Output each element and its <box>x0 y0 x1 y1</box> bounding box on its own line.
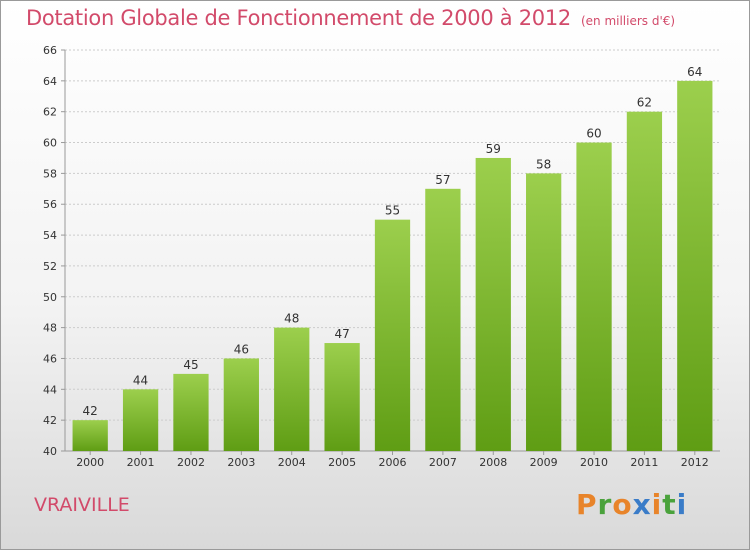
y-tick-label: 64 <box>43 75 57 88</box>
bar <box>324 343 360 451</box>
bar <box>475 157 511 451</box>
y-tick-label: 50 <box>43 291 57 304</box>
chart-title: Dotation Globale de Fonctionnement de 20… <box>26 6 675 30</box>
bar <box>223 358 259 451</box>
y-tick-label: 60 <box>43 137 57 150</box>
x-tick-label: 2008 <box>479 456 507 469</box>
y-tick-label: 58 <box>43 167 57 180</box>
bar-value-label: 59 <box>486 142 501 156</box>
proxiti-logo: Proxiti <box>576 488 687 521</box>
y-tick-label: 42 <box>43 414 57 427</box>
x-tick-label: 2009 <box>530 456 558 469</box>
bar <box>374 219 411 451</box>
bar <box>626 111 663 451</box>
y-tick-label: 48 <box>43 322 57 335</box>
bars <box>72 80 713 452</box>
x-tick-label: 2012 <box>681 456 709 469</box>
bar-value-label: 47 <box>334 327 349 341</box>
y-tick-label: 62 <box>43 106 57 119</box>
bar-value-label: 48 <box>284 312 299 326</box>
chart-unit: (en milliers d'€) <box>580 14 676 28</box>
bar-value-label: 60 <box>586 127 601 141</box>
bar <box>72 420 108 451</box>
logo-letter: P <box>576 488 598 521</box>
y-tick-label: 40 <box>43 445 57 458</box>
x-tick-label: 2003 <box>227 456 255 469</box>
y-tick-label: 44 <box>43 383 57 396</box>
bar-value-label: 42 <box>83 404 98 418</box>
x-tick-label: 2004 <box>278 456 306 469</box>
y-tick-label: 46 <box>43 352 57 365</box>
bar-value-label: 44 <box>133 373 148 387</box>
x-tick-label: 2006 <box>379 456 407 469</box>
bar <box>576 142 612 452</box>
bar <box>677 80 713 451</box>
logo-letter: i <box>676 488 688 521</box>
x-tick-label: 2001 <box>127 456 155 469</box>
logo-letter: i <box>651 488 663 521</box>
y-tick-label: 66 <box>43 44 57 57</box>
bar-value-label: 46 <box>234 342 249 356</box>
bar-value-label: 45 <box>183 358 198 372</box>
logo-letter: r <box>597 488 613 521</box>
bar <box>526 173 562 451</box>
x-tick-label: 2000 <box>76 456 104 469</box>
x-tick-label: 2011 <box>630 456 658 469</box>
x-tick-label: 2007 <box>429 456 457 469</box>
bar-value-label: 55 <box>385 204 400 218</box>
logo-letter: o <box>612 488 633 521</box>
bar <box>122 389 159 451</box>
bar-value-label: 58 <box>536 157 551 171</box>
bar <box>425 188 461 452</box>
bar <box>173 373 209 451</box>
x-tick-label: 2010 <box>580 456 608 469</box>
bar-value-label: 57 <box>435 173 450 187</box>
y-tick-label: 56 <box>43 198 57 211</box>
labels: 40 42 44 46 48 50 52 54 56 58 60 62 64 66 42 2000 44 2001… <box>43 44 709 469</box>
y-tick-label: 54 <box>43 229 57 242</box>
bar <box>274 327 310 451</box>
logo-letter: t <box>662 488 677 521</box>
bar-value-label: 62 <box>637 96 652 110</box>
y-tick-label: 52 <box>43 260 57 273</box>
x-tick-label: 2005 <box>328 456 356 469</box>
x-tick-label: 2002 <box>177 456 205 469</box>
commune-name: VRAIVILLE <box>34 494 130 516</box>
logo-letter: x <box>632 488 652 521</box>
bar-value-label: 64 <box>687 65 702 79</box>
chart-title-text: Dotation Globale de Fonctionnement de 20… <box>26 6 571 30</box>
